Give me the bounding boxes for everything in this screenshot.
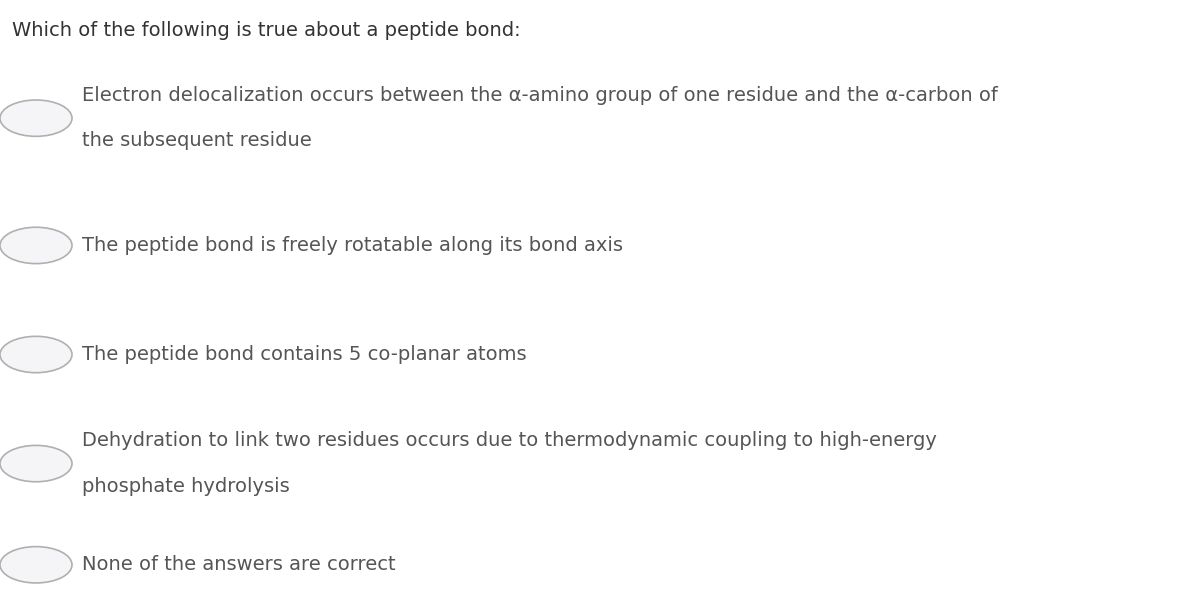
Circle shape	[0, 445, 72, 482]
Text: The peptide bond contains 5 co-planar atoms: The peptide bond contains 5 co-planar at…	[82, 345, 527, 364]
Text: the subsequent residue: the subsequent residue	[82, 132, 311, 150]
Text: Electron delocalization occurs between the α-amino group of one residue and the : Electron delocalization occurs between t…	[82, 86, 997, 105]
Circle shape	[0, 336, 72, 373]
Text: None of the answers are correct: None of the answers are correct	[82, 555, 395, 574]
Text: Dehydration to link two residues occurs due to thermodynamic coupling to high-en: Dehydration to link two residues occurs …	[82, 431, 936, 450]
Circle shape	[0, 227, 72, 264]
Text: Which of the following is true about a peptide bond:: Which of the following is true about a p…	[12, 21, 521, 40]
Circle shape	[0, 100, 72, 136]
Circle shape	[0, 547, 72, 583]
Text: phosphate hydrolysis: phosphate hydrolysis	[82, 477, 289, 496]
Text: The peptide bond is freely rotatable along its bond axis: The peptide bond is freely rotatable alo…	[82, 236, 623, 255]
